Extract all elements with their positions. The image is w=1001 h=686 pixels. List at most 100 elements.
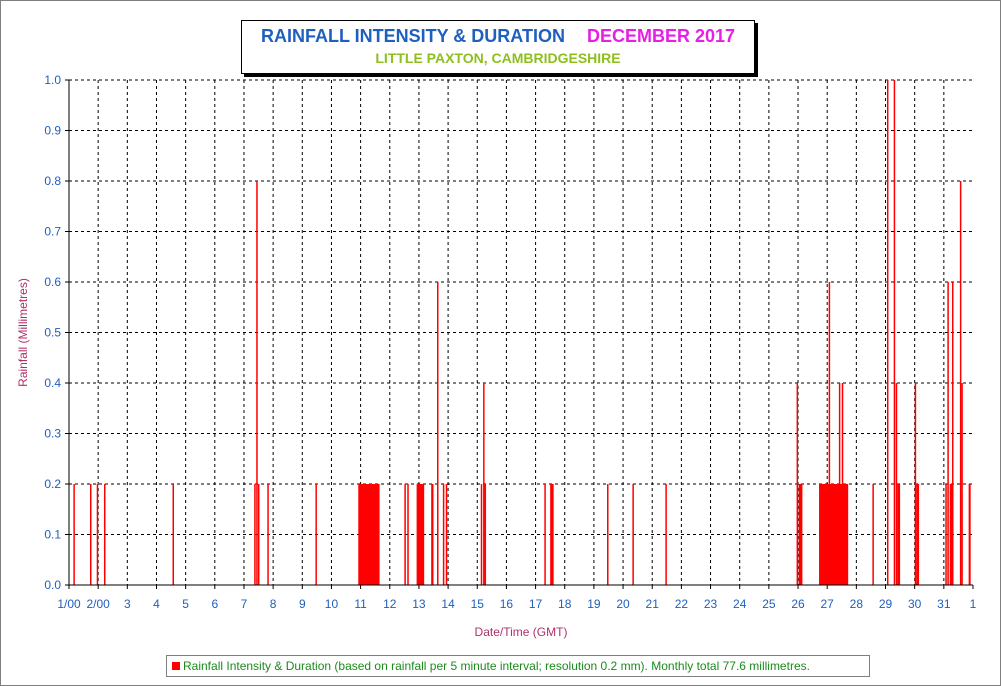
rainfall-bar xyxy=(914,383,917,585)
x-tick-label: 8 xyxy=(270,597,277,611)
rainfall-bar xyxy=(442,484,445,585)
x-tick-label: 24 xyxy=(733,597,747,611)
x-tick-label: 31 xyxy=(937,597,951,611)
rainfall-bar xyxy=(819,484,849,585)
rainfall-bar xyxy=(841,383,844,585)
y-tick-label: 0.4 xyxy=(44,376,61,390)
y-tick-label: 0.5 xyxy=(44,326,61,340)
rainfall-bar xyxy=(315,484,317,585)
rainfall-bar xyxy=(952,282,954,585)
x-tick-label: 13 xyxy=(412,597,426,611)
x-tick-label: 1/00 xyxy=(57,597,81,611)
rainfall-bar xyxy=(828,282,831,585)
rainfall-bar xyxy=(544,484,546,585)
x-tick-label: 29 xyxy=(879,597,893,611)
grid xyxy=(69,79,973,585)
x-tick-label: 6 xyxy=(211,597,218,611)
rainfall-bar xyxy=(916,484,920,585)
x-tick-label: 18 xyxy=(558,597,572,611)
y-tick-label: 0.7 xyxy=(44,225,61,239)
x-tick-label: 19 xyxy=(587,597,601,611)
rainfall-bar xyxy=(256,181,258,585)
x-tick-label: 1 xyxy=(970,597,977,611)
rainfall-bar xyxy=(437,282,439,585)
x-tick-label: 25 xyxy=(762,597,776,611)
rainfall-bar xyxy=(796,383,799,585)
x-tick-label: 3 xyxy=(124,597,131,611)
rainfall-bar xyxy=(89,484,92,585)
x-axis-title: Date/Time (GMT) xyxy=(475,625,568,639)
y-tick-label: 1.0 xyxy=(44,73,61,87)
rainfall-bar xyxy=(872,484,874,585)
rainfall-bar xyxy=(267,484,269,585)
x-tick-label: 4 xyxy=(153,597,160,611)
y-tick-label: 0.1 xyxy=(44,528,61,542)
rainfall-bar xyxy=(416,484,425,585)
rainfall-bar xyxy=(831,484,834,585)
rainfall-bar xyxy=(96,484,99,585)
rainfall-bar xyxy=(172,484,175,585)
x-tick-label: 7 xyxy=(241,597,248,611)
x-tick-label: 22 xyxy=(675,597,689,611)
x-tick-label: 27 xyxy=(821,597,835,611)
x-tick-label: 11 xyxy=(354,597,367,611)
legend-swatch xyxy=(172,662,180,670)
title-line: RAINFALL INTENSITY & DURATION DECEMBER 20… xyxy=(242,26,754,47)
rainfall-bar xyxy=(480,484,483,585)
tick-labels: 0.0 0.1 0.2 0.3 0.4 0.5 0.6 0.7 0.8 0.9 1.0 1/00 2/0… xyxy=(16,73,977,639)
y-tick-label: 0.6 xyxy=(44,275,61,289)
y-tick-label: 0.3 xyxy=(44,427,61,441)
rainfall-bar xyxy=(484,484,487,585)
rainfall-bar xyxy=(632,484,634,585)
rainfall-bar xyxy=(886,80,889,585)
x-tick-label: 21 xyxy=(646,597,660,611)
x-tick-label: 14 xyxy=(441,597,455,611)
legend: Rainfall Intensity & Duration (based on … xyxy=(166,655,870,677)
rainfall-bar xyxy=(945,484,947,585)
rainfall-bar xyxy=(445,484,448,585)
rainfall-bar xyxy=(257,484,260,585)
rainfall-bar xyxy=(607,484,609,585)
x-tick-label: 9 xyxy=(299,597,306,611)
rainfall-bar xyxy=(407,484,409,585)
rainfall-bar xyxy=(895,383,898,585)
x-tick-label: 20 xyxy=(616,597,630,611)
rainfall-bar xyxy=(404,484,406,585)
rainfall-bar xyxy=(358,484,380,585)
rainfall-bar xyxy=(947,282,949,585)
bars xyxy=(73,80,971,585)
rainfall-bar xyxy=(838,383,841,585)
legend-text: Rainfall Intensity & Duration (based on … xyxy=(183,659,810,673)
chart-month: DECEMBER 2017 xyxy=(586,26,736,46)
rainfall-bar xyxy=(949,484,953,585)
rainfall-bar xyxy=(961,383,963,585)
rainfall-bar xyxy=(431,484,434,585)
y-tick-label: 0.8 xyxy=(44,174,61,188)
x-tick-label: 30 xyxy=(908,597,922,611)
rainfall-bar xyxy=(550,484,554,585)
x-tick-label: 16 xyxy=(500,597,514,611)
chart-subtitle: LITTLE PAXTON, CAMBRIDGESHIRE xyxy=(375,50,621,66)
rainfall-bar xyxy=(665,484,667,585)
rainfall-bar xyxy=(798,484,803,585)
rainfall-bar xyxy=(254,484,256,585)
rainfall-bar xyxy=(897,484,901,585)
rainfall-bar xyxy=(103,484,106,585)
chart-title: RAINFALL INTENSITY & DURATION xyxy=(260,26,565,46)
rainfall-bar xyxy=(959,181,962,585)
rainfall-bar xyxy=(483,383,485,585)
axes xyxy=(65,79,974,589)
y-axis-title: Rainfall (Millimetres) xyxy=(16,278,30,387)
x-tick-label: 2/00 xyxy=(86,597,110,611)
x-tick-label: 17 xyxy=(529,597,543,611)
x-tick-label: 28 xyxy=(850,597,864,611)
y-tick-label: 0.0 xyxy=(44,578,61,592)
x-tick-label: 26 xyxy=(791,597,805,611)
x-tick-label: 15 xyxy=(471,597,485,611)
rainfall-bar xyxy=(968,484,971,585)
title-box: RAINFALL INTENSITY & DURATION DECEMBER 20… xyxy=(241,20,755,74)
rainfall-bar xyxy=(893,80,896,585)
x-tick-label: 12 xyxy=(383,597,397,611)
x-tick-label: 5 xyxy=(182,597,189,611)
